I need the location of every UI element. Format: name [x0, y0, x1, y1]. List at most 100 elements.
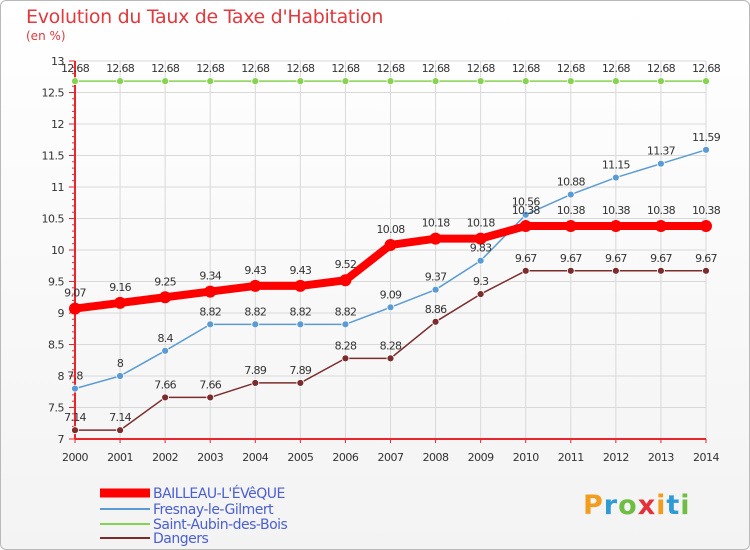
series-3-data-label: 8.28 [380, 339, 402, 352]
y-tick-label: 9.5 [48, 276, 64, 289]
x-tick-label: 2010 [513, 451, 539, 464]
series-1-data-label: 8.4 [157, 332, 173, 345]
series-0-data-label: 9.43 [290, 264, 312, 277]
x-tick-label: 2007 [378, 451, 404, 464]
series-layer [69, 77, 712, 435]
series-3-data-label: 7.14 [109, 411, 131, 424]
legend: BAILLEAU-L'ÉVêQUEFresnay-le-GilmertSaint… [100, 485, 288, 547]
series-2-point [702, 77, 710, 86]
series-1-point [206, 320, 215, 329]
y-tick-label: 11.5 [42, 150, 65, 163]
series-3-point [702, 266, 710, 275]
series-2-data-label: 12.68 [286, 62, 315, 75]
series-3-point [431, 317, 440, 326]
series-3-point [657, 266, 665, 275]
series-1-data-label: 9.09 [380, 288, 402, 301]
series-0-point [294, 279, 307, 292]
x-tick-label: 2003 [197, 451, 223, 464]
series-0-data-label: 10.38 [557, 204, 586, 217]
series-1-data-label: 8.82 [290, 305, 312, 318]
series-1-data-label: 8.82 [335, 305, 357, 318]
series-3-point [206, 393, 215, 402]
series-1-point [71, 384, 79, 393]
grid-layer [74, 60, 707, 440]
series-3-point [476, 290, 485, 299]
series-3-data-label: 8.28 [335, 339, 357, 352]
series-3-point [566, 266, 575, 275]
y-tick-label: 13 [51, 55, 64, 68]
series-2-data-label: 12.68 [106, 62, 135, 75]
series-1-data-label: 10.56 [512, 196, 541, 209]
series-2-point [206, 77, 215, 86]
series-1-point [657, 159, 665, 168]
series-2-data-label: 12.68 [512, 62, 541, 75]
series-2-point [116, 77, 124, 86]
x-tick-label: 2013 [648, 451, 674, 464]
series-0-data-label: 9.43 [244, 264, 266, 277]
series-3-data-label: 7.89 [244, 364, 266, 377]
series-0-point [339, 274, 352, 287]
series-0-point [429, 232, 442, 245]
series-3-data-label: 9.67 [560, 252, 582, 265]
series-1-point [116, 372, 124, 380]
x-tick-label: 2008 [423, 451, 449, 464]
series-3-point [386, 354, 395, 363]
series-3-data-label: 7.14 [64, 411, 86, 424]
series-3-data-label: 7.66 [199, 378, 221, 391]
series-0-point [654, 220, 667, 233]
proxiti-logo: Proxiti [583, 490, 691, 521]
x-tick-label: 2001 [107, 451, 133, 464]
series-2-data-label: 12.68 [692, 62, 721, 75]
series-2-point [251, 77, 260, 86]
y-tick-label: 12.5 [42, 87, 65, 100]
series-0-data-label: 10.38 [647, 204, 676, 217]
y-tick-label: 8 [58, 370, 65, 383]
y-tick-label: 11 [51, 181, 64, 194]
x-tick-label: 2009 [468, 451, 494, 464]
x-tick-label: 2006 [332, 451, 358, 464]
series-2-data-label: 12.68 [557, 62, 586, 75]
series-1-data-label: 8.82 [199, 305, 221, 318]
logo-letter: P [583, 490, 604, 521]
series-0-point [609, 220, 622, 233]
series-2-point [386, 77, 395, 86]
series-2-point [161, 77, 170, 86]
series-3-point [71, 426, 79, 435]
y-tick-label: 9 [58, 307, 65, 320]
legend-label-1: Fresnay-le-Gilmert [153, 502, 274, 518]
logo-letter: i [656, 490, 667, 521]
series-1-point [431, 285, 440, 294]
y-tick-label: 7 [58, 433, 65, 446]
x-tick-label: 2012 [603, 451, 629, 464]
series-2-point [566, 77, 575, 86]
x-tick-label: 2004 [242, 451, 268, 464]
series-3-point [251, 379, 260, 387]
series-0-point [69, 302, 81, 315]
series-1-data-label: 11.59 [692, 131, 721, 144]
y-tick-label: 8.5 [48, 339, 64, 352]
series-3-data-label: 9.67 [650, 252, 672, 265]
series-1-point [702, 145, 710, 154]
series-0-data-label: 10.18 [422, 217, 451, 230]
logo-letter: t [666, 490, 681, 521]
series-3-point [161, 393, 170, 402]
series-3-data-label: 9.67 [605, 252, 627, 265]
series-3-point [296, 379, 305, 387]
series-2-data-label: 12.68 [61, 62, 90, 75]
y-tick-label: 10 [51, 244, 64, 257]
series-1-data-label: 11.37 [647, 145, 676, 158]
series-2-data-label: 12.68 [602, 62, 631, 75]
series-1-point [611, 173, 620, 182]
series-2-data-label: 12.68 [331, 62, 360, 75]
series-0-data-label: 9.07 [64, 287, 86, 300]
y-tick-label: 12 [51, 118, 64, 131]
series-0-data-label: 9.52 [335, 258, 357, 271]
y-tick-label: 7.5 [48, 402, 64, 415]
series-2-data-label: 12.68 [467, 62, 496, 75]
series-1-data-label: 9.37 [425, 271, 447, 284]
series-0-data-label: 9.34 [199, 270, 221, 283]
chart-title: Evolution du Taux de Taxe d'Habitation [26, 6, 384, 28]
series-0-data-label: 10.18 [467, 217, 496, 230]
series-0-point [204, 285, 217, 298]
